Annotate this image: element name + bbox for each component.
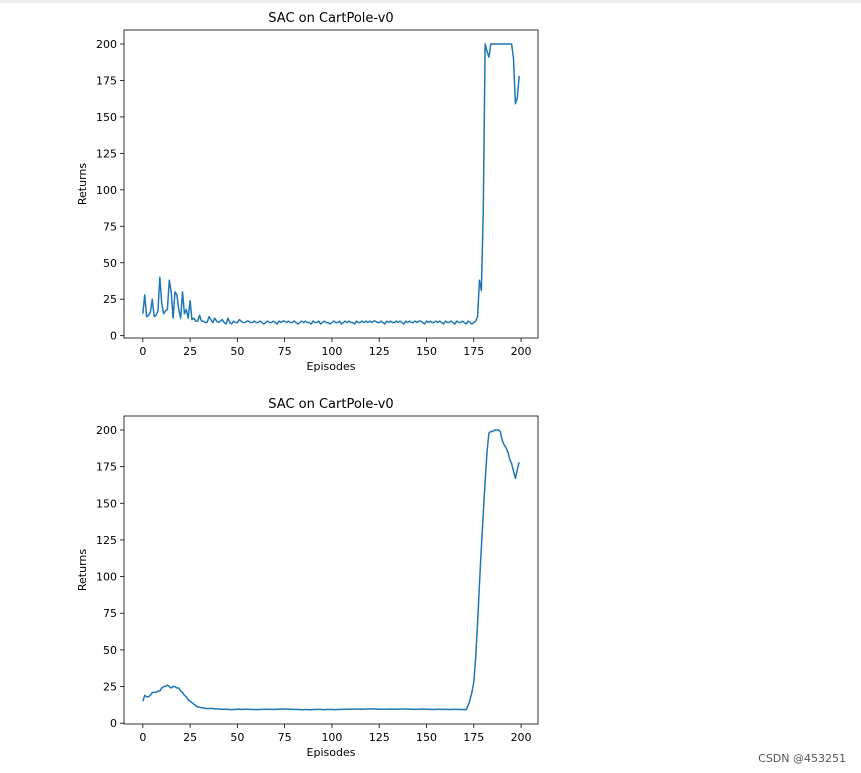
y-tick-label: 25 [103,293,117,306]
y-tick-label: 75 [103,220,117,233]
top-strip [0,0,861,3]
x-tick-label: 75 [278,731,292,744]
x-tick-label: 25 [183,731,197,744]
y-tick-label: 200 [96,38,117,51]
y-tick-label: 75 [103,607,117,620]
x-tick-label: 125 [369,345,390,358]
y-axis-label: Returns [76,163,89,206]
x-tick-label: 150 [416,345,437,358]
x-tick-label: 25 [183,345,197,358]
y-tick-label: 175 [96,74,117,87]
x-tick-label: 175 [463,345,484,358]
chart: SAC on CartPole-v0 Episodes Returns 0 25 50 75… [76,11,539,373]
x-tick-label: 75 [278,345,292,358]
plot-frame [123,415,539,725]
y-tick-label: 175 [96,461,117,474]
chart-title: SAC on CartPole-v0 [268,11,393,26]
data-line [142,429,520,711]
x-tick-label: 50 [230,731,244,744]
y-tick-label: 150 [96,111,117,124]
x-tick-label: 50 [230,345,244,358]
watermark: CSDN @453251 [758,752,846,765]
y-tick-label: 150 [96,497,117,510]
y-tick-label: 200 [96,424,117,437]
x-axis-label: Episodes [307,360,356,373]
x-tick-label: 200 [511,345,532,358]
x-tick-label: 150 [416,731,437,744]
x-axis-label: Episodes [307,746,356,759]
plot-frame [123,29,539,339]
chart-title: SAC on CartPole-v0 [268,397,393,412]
y-tick-label: 0 [110,330,117,343]
x-tick-label: 0 [139,345,146,358]
y-tick-label: 50 [103,257,117,270]
y-tick-label: 50 [103,644,117,657]
chart: SAC on CartPole-v0 Episodes Returns 0 25 50 75… [76,397,539,759]
y-axis-label: Returns [76,549,89,592]
y-tick-label: 100 [96,184,117,197]
x-tick-label: 0 [139,731,146,744]
y-tick-label: 100 [96,571,117,584]
y-tick-label: 25 [103,681,117,694]
x-tick-label: 125 [369,731,390,744]
y-tick-label: 125 [96,147,117,160]
y-tick-label: 125 [96,534,117,547]
y-tick-label: 0 [110,717,117,730]
data-line [142,43,520,325]
x-tick-label: 200 [511,731,532,744]
x-tick-label: 175 [463,731,484,744]
x-tick-label: 100 [321,345,342,358]
x-tick-label: 100 [321,731,342,744]
